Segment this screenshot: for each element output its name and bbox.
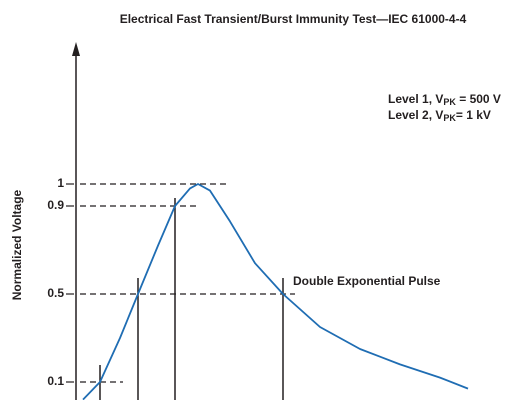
annotation-part: Double Exponential Pulse: [293, 274, 441, 288]
annotation-part: = 1 kV: [456, 108, 491, 122]
annotation: Level 1, VPK = 500 V: [388, 92, 501, 107]
annotation-part: Level 2, V: [388, 108, 443, 122]
annotation: Level 2, VPK= 1 kV: [388, 108, 491, 123]
chart-title: Electrical Fast Transient/Burst Immunity…: [120, 12, 467, 26]
annotation-part: PK: [443, 113, 456, 123]
annotation-part: = 500 V: [456, 92, 501, 106]
y-axis-label: Normalized Voltage: [10, 189, 24, 300]
y-tick-label: 0.5: [47, 286, 64, 300]
annotation-part: PK: [443, 97, 456, 107]
y-tick-label: 0.1: [47, 374, 64, 388]
annotation: Double Exponential Pulse: [293, 274, 441, 288]
marker-lines: [99, 198, 284, 400]
annotation-part: Level 1, V: [388, 92, 443, 106]
data-line: [82, 183, 469, 400]
y-tick-label: 1: [57, 176, 64, 190]
axis-arrow: [72, 42, 80, 56]
y-tick-label: 0.9: [47, 198, 64, 212]
